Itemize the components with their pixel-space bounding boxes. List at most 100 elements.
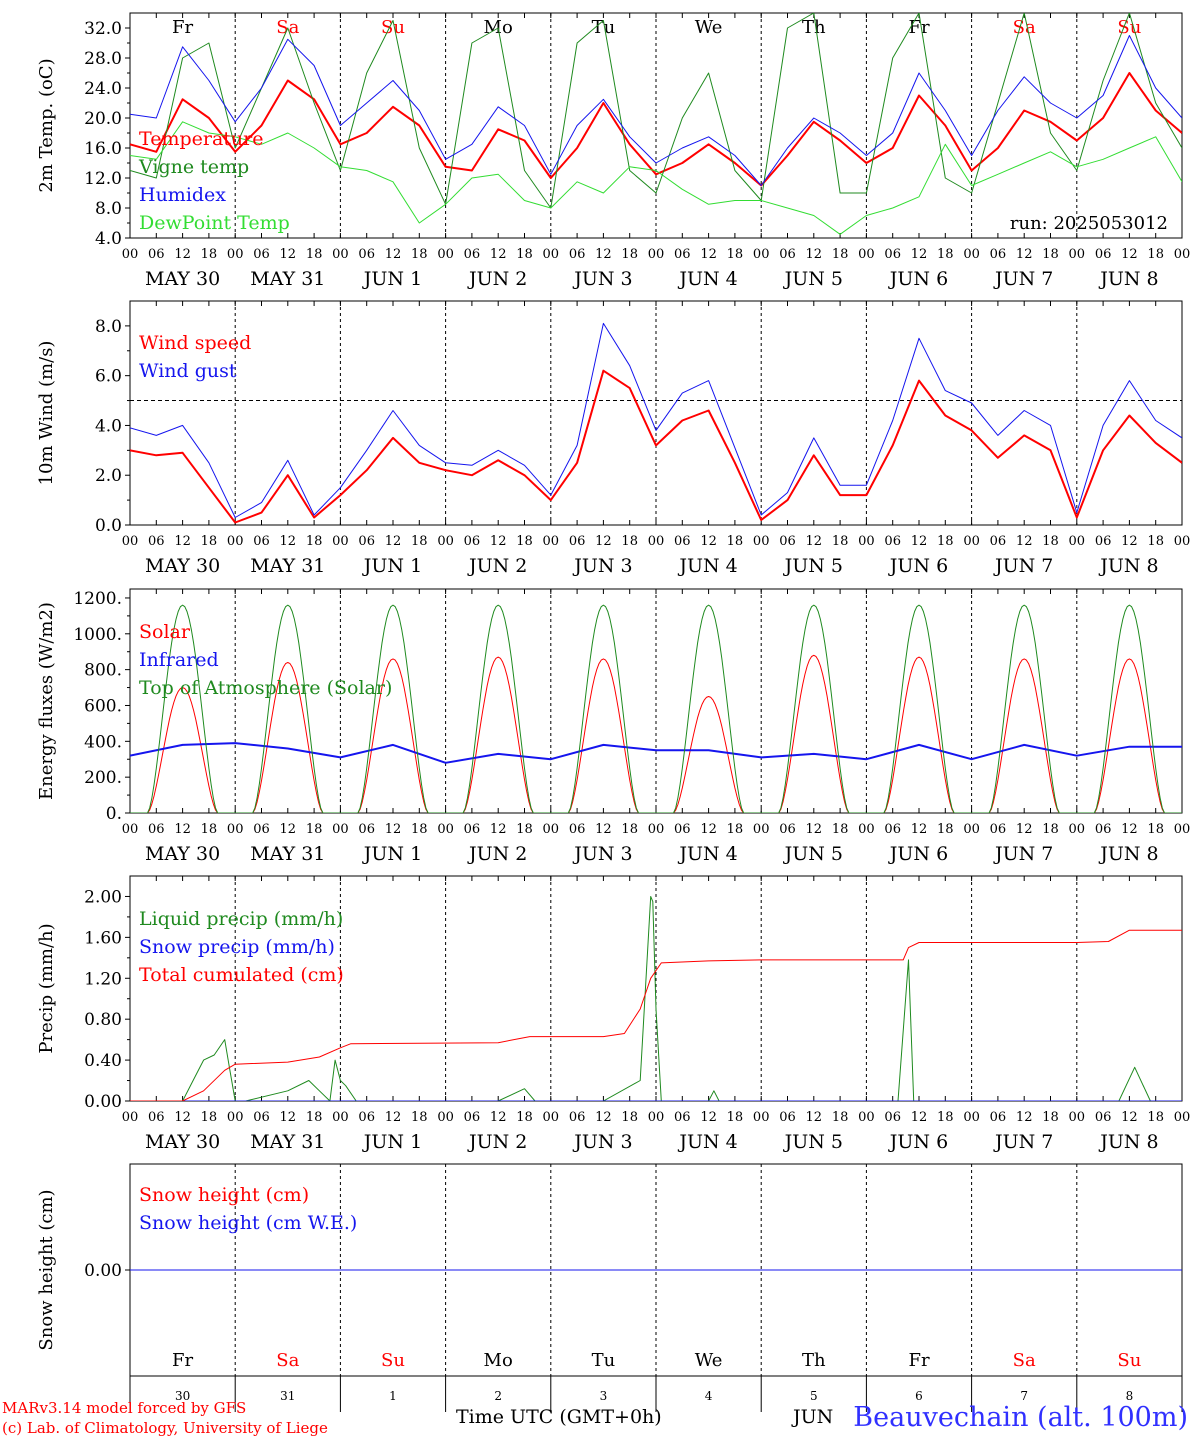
hour-tick-label: 00: [1069, 247, 1086, 262]
day-number: 1: [389, 1389, 397, 1403]
y-tick-label: 28.0: [84, 49, 122, 69]
y-tick-label: 4.0: [95, 229, 122, 249]
hour-tick-label: 18: [1147, 822, 1164, 837]
hour-tick-label: 06: [884, 822, 901, 837]
hour-tick-label: 00: [963, 534, 980, 549]
y-tick-label: 2.0: [95, 466, 122, 486]
legend-entry: Wind gust: [139, 360, 237, 382]
hour-tick-label: 18: [937, 247, 954, 262]
hour-tick-label: 18: [516, 822, 533, 837]
y-tick-label: 600.: [84, 696, 122, 716]
hour-tick-label: 00: [858, 822, 875, 837]
day-number: 7: [1020, 1389, 1028, 1403]
day-name: Sa: [1013, 17, 1036, 38]
hour-tick-label: 18: [727, 822, 744, 837]
hour-tick-label: 00: [437, 822, 454, 837]
hour-tick-label: 12: [1121, 822, 1138, 837]
date-label: JUN 7: [993, 1131, 1053, 1153]
hour-tick-label: 00: [332, 822, 349, 837]
hour-tick-label: 00: [648, 822, 665, 837]
hour-tick-label: 00: [122, 1110, 139, 1125]
hour-tick-label: 12: [280, 822, 297, 837]
hour-tick-label: 06: [1095, 247, 1112, 262]
hour-tick-label: 12: [1121, 247, 1138, 262]
hour-tick-label: 00: [227, 247, 244, 262]
hour-tick-label: 12: [490, 247, 507, 262]
legend-entry: DewPoint Temp: [139, 212, 290, 234]
hour-tick-label: 06: [779, 534, 796, 549]
legend-entry: Infrared: [139, 649, 219, 671]
hour-tick-label: 00: [753, 247, 770, 262]
hour-tick-label: 00: [1069, 534, 1086, 549]
hour-tick-label: 06: [148, 247, 165, 262]
hour-tick-label: 00: [1069, 822, 1086, 837]
hour-tick-label: 18: [306, 247, 323, 262]
date-label: JUN 1: [362, 555, 422, 577]
run-annotation: run: 2025053012: [1010, 213, 1168, 234]
hour-tick-label: 00: [122, 247, 139, 262]
hour-tick-label: 18: [621, 534, 638, 549]
hour-tick-label: 12: [911, 1110, 928, 1125]
hour-tick-label: 18: [832, 247, 849, 262]
hour-tick-label: 12: [806, 247, 823, 262]
hour-tick-label: 12: [911, 822, 928, 837]
hour-tick-label: 12: [911, 247, 928, 262]
day-number: 31: [280, 1389, 295, 1403]
day-name: Tu: [592, 17, 616, 38]
hour-tick-label: 12: [385, 247, 402, 262]
hour-tick-label: 06: [464, 534, 481, 549]
hour-tick-label: 00: [1069, 1110, 1086, 1125]
hour-tick-label: 12: [1016, 1110, 1033, 1125]
hour-tick-label: 18: [1042, 1110, 1059, 1125]
hour-tick-label: 12: [1121, 534, 1138, 549]
date-label: MAY 30: [145, 1131, 220, 1153]
y-tick-label: 6.0: [95, 367, 122, 387]
day-name: Sa: [276, 1350, 299, 1371]
chart-panel-1: 4.0 8.0 12.0 16.0 20.0 24.0 28.0 32.0 2m Temp. (…: [36, 12, 1190, 290]
date-label: JUN 7: [993, 555, 1053, 577]
y-tick-label: 1000.: [73, 625, 122, 645]
hour-tick-label: 18: [727, 1110, 744, 1125]
date-label: MAY 30: [145, 555, 220, 577]
date-label: JUN 4: [677, 268, 737, 290]
date-label: MAY 30: [145, 843, 220, 865]
hour-tick-label: 12: [595, 822, 612, 837]
y-tick-label: 16.0: [84, 139, 122, 159]
hour-tick-label: 00: [1174, 1110, 1191, 1125]
hour-tick-label: 06: [990, 822, 1007, 837]
hour-tick-label: 06: [569, 822, 586, 837]
hour-tick-label: 12: [595, 534, 612, 549]
hour-tick-label: 06: [253, 822, 270, 837]
y-tick-label: 400.: [84, 732, 122, 752]
date-label: JUN 8: [1098, 555, 1158, 577]
hour-tick-label: 06: [779, 822, 796, 837]
day-name: Su: [381, 1350, 405, 1371]
hour-tick-label: 00: [1174, 534, 1191, 549]
hour-tick-label: 18: [306, 822, 323, 837]
chart-panel-2: 0.0 2.0 4.0 6.0 8.0 10m Wind (m/s) 00 06 12 18 00 0…: [36, 300, 1191, 577]
hour-tick-label: 18: [516, 247, 533, 262]
y-tick-label: 4.0: [95, 416, 122, 436]
series-line-top-of-atmosphere-solar-: [130, 604, 1182, 813]
hour-tick-label: 12: [700, 247, 717, 262]
hour-tick-label: 12: [280, 534, 297, 549]
date-label: JUN 3: [572, 1131, 632, 1153]
plot-area: [130, 604, 1182, 813]
hour-tick-label: 06: [990, 1110, 1007, 1125]
day-number: 3: [600, 1389, 608, 1403]
y-tick-label: 0.80: [84, 1010, 122, 1030]
hour-tick-label: 06: [464, 822, 481, 837]
hour-tick-label: 00: [122, 822, 139, 837]
hour-tick-label: 06: [464, 247, 481, 262]
series-line-temperature: [130, 72, 1182, 187]
day-name: We: [695, 17, 723, 38]
hour-tick-label: 12: [700, 534, 717, 549]
date-label: JUN 4: [677, 1131, 737, 1153]
date-label: JUN 5: [783, 843, 843, 865]
date-label: JUN 6: [888, 1131, 948, 1153]
date-label: JUN 2: [467, 268, 527, 290]
day-name: Su: [1117, 1350, 1141, 1371]
legend-entry: Total cumulated (cm): [139, 964, 344, 986]
hour-tick-label: 06: [884, 247, 901, 262]
